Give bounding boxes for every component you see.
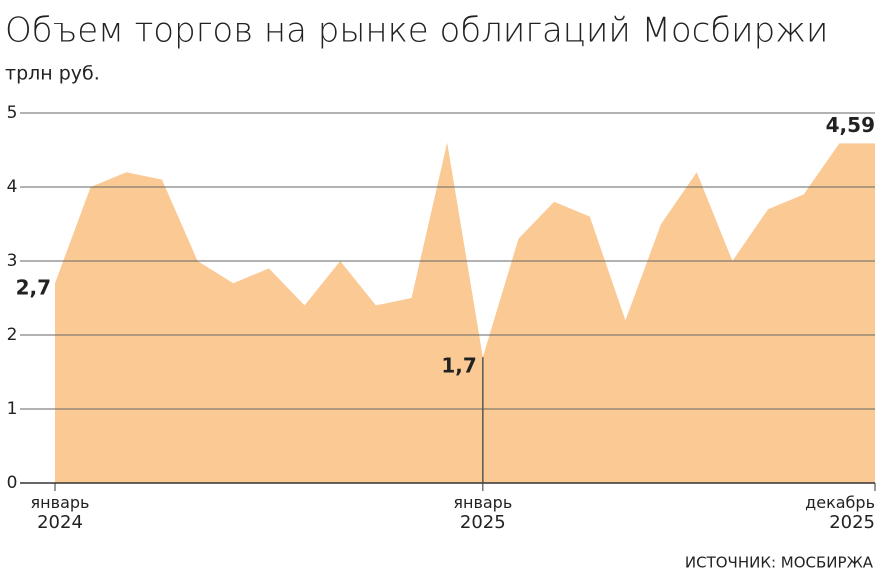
- value-label: 1,7: [441, 354, 476, 378]
- y-tick-label: 2: [7, 325, 18, 345]
- y-tick-label: 3: [7, 251, 18, 271]
- y-tick-label: 4: [7, 177, 18, 197]
- y-tick-label: 5: [7, 103, 18, 123]
- y-tick-label: 1: [7, 399, 18, 419]
- value-label: 4,59: [826, 113, 875, 137]
- y-tick-label: 0: [7, 473, 18, 493]
- area: [55, 142, 875, 483]
- x-tick-label: декабрь 2025: [805, 493, 875, 534]
- value-label: 2,7: [16, 276, 51, 300]
- source: ИСТОЧНИК: МОСБИРЖА: [685, 554, 874, 572]
- chart-subtitle: трлн руб.: [5, 63, 100, 85]
- x-tick-label: январь 2024: [31, 493, 90, 534]
- x-tick-label: январь 2025: [453, 493, 512, 534]
- chart-title: Объем торгов на рынке облигаций Мосбиржи: [5, 11, 828, 51]
